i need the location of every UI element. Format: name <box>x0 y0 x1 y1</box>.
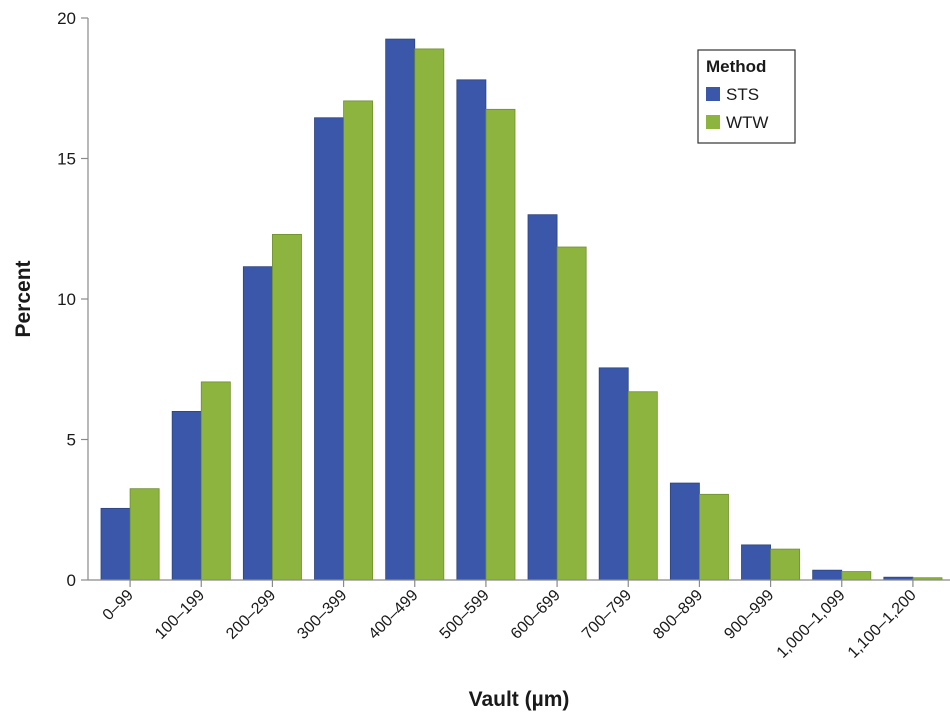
bar-wtw-1 <box>200 381 231 581</box>
y-tick-label: 0 <box>67 571 76 590</box>
x-tick-label: 400–499 <box>366 587 422 643</box>
bar-sts-9 <box>741 544 771 581</box>
bars <box>100 38 943 581</box>
y-tick-label: 15 <box>57 150 76 169</box>
bar-sts-2 <box>242 266 273 581</box>
bar-sts-7 <box>598 367 629 581</box>
x-tick-label: 100–199 <box>152 587 208 643</box>
bar-wtw-5 <box>485 108 516 581</box>
x-tick-label: 700–799 <box>579 587 635 643</box>
legend: Method STS WTW <box>697 49 796 144</box>
y-tick-label: 10 <box>57 290 76 309</box>
legend-title: Method <box>706 57 766 76</box>
x-tick-label: 600–699 <box>508 587 564 643</box>
x-tick-label: 300–399 <box>294 587 350 643</box>
bar-wtw-4 <box>414 48 445 581</box>
y-tick-label: 20 <box>57 9 76 28</box>
x-tick-label: 1,000–1,099 <box>774 587 849 662</box>
x-tick-label: 1,100–1,200 <box>845 587 920 662</box>
bar-sts-5 <box>456 79 487 581</box>
bar-wtw-10 <box>841 571 872 581</box>
bar-sts-1 <box>171 410 202 581</box>
bar-sts-0 <box>100 507 131 581</box>
bar-wtw-6 <box>556 246 587 581</box>
bar-sts-10 <box>812 569 843 581</box>
bar-wtw-3 <box>343 100 374 581</box>
bar-wtw-7 <box>627 391 658 581</box>
legend-swatch-wtw <box>706 115 720 129</box>
bar-sts-4 <box>385 38 416 581</box>
bar-wtw-2 <box>272 233 302 581</box>
y-ticks: 0 5 10 15 20 <box>57 9 88 590</box>
x-tick-label: 0–99 <box>100 587 137 624</box>
x-tick-label: 500–599 <box>437 587 493 643</box>
y-tick-label: 5 <box>67 431 76 450</box>
bar-wtw-8 <box>699 493 729 581</box>
bar-sts-8 <box>669 482 700 581</box>
x-axis-label: Vault (µm) <box>469 688 570 711</box>
x-tick-label: 900–999 <box>721 587 777 643</box>
bar-sts-6 <box>527 214 558 581</box>
legend-label-wtw: WTW <box>726 113 768 132</box>
y-axis-label: Percent <box>12 260 35 337</box>
x-tick-label: 200–299 <box>223 587 279 643</box>
legend-swatch-sts <box>706 87 720 101</box>
bar-wtw-9 <box>770 548 801 581</box>
bar-sts-3 <box>314 117 344 581</box>
x-ticks: 0–99 100–199 200–299 300–399 400–499 500–599 6… <box>100 580 920 662</box>
bar-wtw-0 <box>129 488 160 581</box>
legend-label-sts: STS <box>726 85 759 104</box>
x-tick-label: 800–899 <box>650 587 706 643</box>
